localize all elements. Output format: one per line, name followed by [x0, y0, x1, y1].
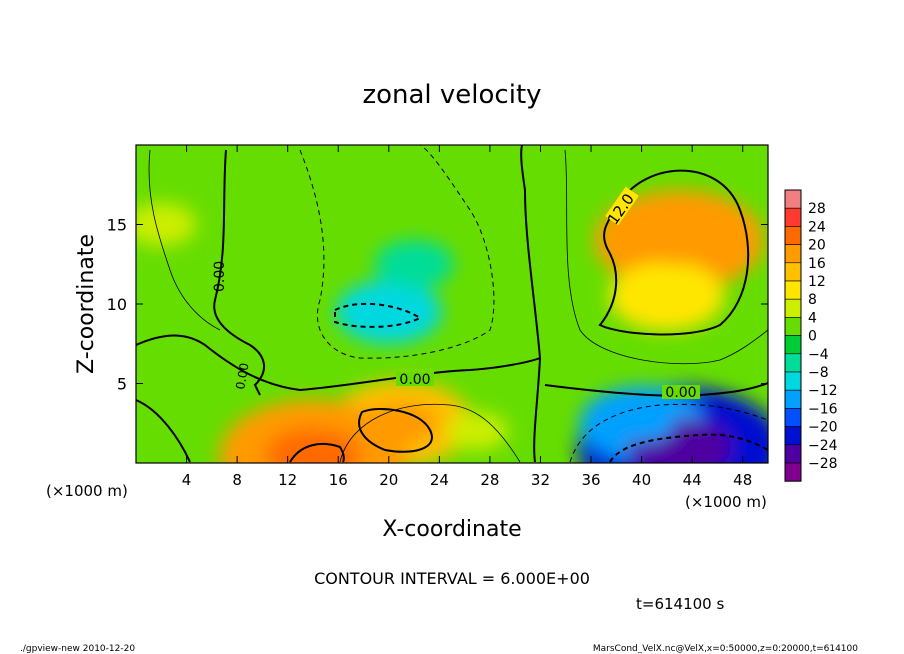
- colorbar-swatch: [784, 317, 802, 336]
- contour-label-bg: [396, 372, 434, 386]
- y-tick-label: 15: [107, 216, 127, 235]
- x-tick-label: 16: [329, 471, 348, 489]
- colorbar-label: −16: [808, 401, 838, 417]
- heat-blob: [515, 263, 541, 281]
- colorbar-label: −20: [808, 420, 838, 436]
- heat-blob: [335, 279, 442, 344]
- x-axis-label: X-coordinate: [382, 517, 521, 542]
- contour-label-bg: [605, 186, 639, 226]
- colorbar-swatch: [784, 280, 802, 300]
- colorbar-swatch: [784, 244, 802, 264]
- colorbar-swatch: [784, 444, 802, 464]
- heat-core: [364, 402, 439, 445]
- contour-zero-middle: [136, 145, 542, 392]
- heat-core: [636, 216, 723, 265]
- contour-neg-six-right-dashed: [569, 403, 768, 463]
- contour-label: 0.00: [233, 362, 251, 391]
- colorbar-swatch: [784, 335, 802, 355]
- colorbar-label: −12: [808, 383, 838, 399]
- x-unit-label-right: (×1000 m): [685, 493, 767, 511]
- x-axis: 4 8 12 16 20 24 28 32 36 40 44 48: [182, 145, 752, 489]
- colorbar-label: −28: [808, 456, 838, 472]
- colorbar-label: 4: [808, 310, 817, 326]
- contour-six-thin: [148, 149, 768, 463]
- heat-core: [609, 404, 674, 442]
- colorbar-swatch: [784, 371, 802, 391]
- x-unit-label-left: (×1000 m): [46, 482, 128, 500]
- colorbar-label: 20: [808, 238, 826, 254]
- colorbar-label: −4: [808, 347, 829, 363]
- contour-label: 0.00: [212, 261, 228, 292]
- y-axis: 5 10 15: [107, 216, 768, 394]
- colorbar-swatch: [784, 298, 802, 318]
- colorbar-label: 0: [808, 329, 817, 345]
- colorbar-swatch: [784, 426, 802, 446]
- colorbar-swatch: [784, 207, 802, 227]
- x-tick-label: 28: [480, 471, 499, 489]
- heat-blob: [374, 240, 454, 289]
- colorbar: 28 24 20 16 12 8 4 0 −4 −8 −12 −16 −20 −24 −28: [784, 189, 838, 482]
- y-axis-label: Z-coordinate: [74, 234, 99, 374]
- colorbar-label: 24: [808, 219, 826, 235]
- colorbar-label: 28: [808, 201, 826, 217]
- footer-right: MarsCond_VelX.nc@VelX,x=0:50000,z=0:2000…: [593, 644, 858, 654]
- colorbar-label: 16: [808, 256, 826, 272]
- colorbar-swatch: [784, 189, 802, 209]
- x-tick-label: 32: [531, 471, 550, 489]
- colorbar-label: −8: [808, 365, 829, 381]
- x-tick-label: 40: [632, 471, 651, 489]
- x-tick-label: 48: [733, 471, 752, 489]
- plot-area: 0.00 0.00 0.00 0.00 12.0: [135, 144, 769, 464]
- contour-zero-left: [213, 149, 265, 396]
- contour-neg-eighteen-dashed: [609, 433, 768, 463]
- y-tick-label: 10: [107, 295, 127, 314]
- colorbar-label: 12: [808, 274, 826, 290]
- x-tick-label: 8: [232, 471, 242, 489]
- chart-title: zonal velocity: [362, 80, 541, 110]
- contour-lines: [136, 145, 768, 463]
- colorbar-frame: [784, 189, 802, 482]
- x-tick-label: 36: [581, 471, 600, 489]
- contour-label: 0.00: [665, 385, 696, 401]
- x-tick-label: 4: [182, 471, 192, 489]
- time-stamp: t=614100 s: [636, 595, 724, 613]
- colorbar-swatch: [784, 462, 802, 482]
- colorbar-swatch: [784, 262, 802, 282]
- colorbar-label: −24: [808, 438, 838, 454]
- contour-label: 0.00: [399, 372, 430, 388]
- x-tick-label: 12: [278, 471, 297, 489]
- x-tick-label: 20: [379, 471, 398, 489]
- contour-interval: CONTOUR INTERVAL = 6.000E+00: [314, 569, 590, 588]
- contour-neg-six-dashed: [299, 145, 495, 359]
- x-tick-label: 44: [683, 471, 702, 489]
- heat-blob: [446, 412, 508, 451]
- heat-field: [136, 190, 768, 463]
- contour-neg-twelve-dashed: [334, 302, 423, 328]
- footer-left: ./gpview-new 2010-12-20: [20, 644, 135, 654]
- contour-twelve-lower: [289, 408, 433, 463]
- x-tick-label: 24: [430, 471, 449, 489]
- colorbar-swatch: [784, 353, 802, 373]
- colorbar-swatch: [784, 389, 802, 409]
- heat-blob: [156, 372, 191, 395]
- contour-zero-bottom: [136, 357, 541, 463]
- colorbar-swatch: [784, 408, 802, 427]
- colorbar-label: 8: [808, 292, 817, 308]
- heat-blob: [609, 261, 725, 331]
- heat-blob: [136, 202, 197, 247]
- colorbar-swatch: [784, 226, 802, 245]
- contour-label-bg: [662, 385, 700, 399]
- contour-twelve: [598, 169, 750, 336]
- y-tick-label: 5: [117, 375, 127, 394]
